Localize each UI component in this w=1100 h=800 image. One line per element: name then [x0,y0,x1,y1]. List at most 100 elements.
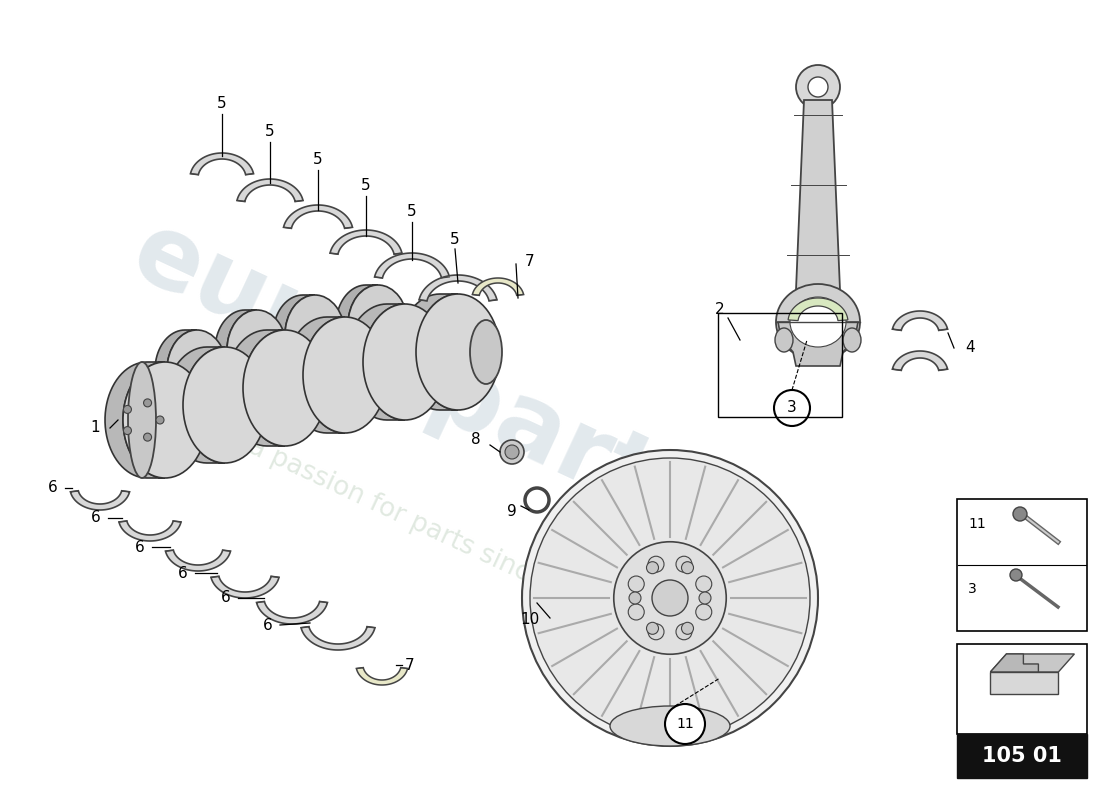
Polygon shape [778,322,858,366]
Polygon shape [160,338,202,372]
Ellipse shape [843,328,861,352]
Ellipse shape [776,328,793,352]
Text: 9: 9 [507,505,517,519]
Circle shape [666,704,705,744]
Circle shape [676,556,692,572]
Circle shape [500,440,524,464]
Polygon shape [356,668,408,685]
Ellipse shape [614,542,726,654]
Circle shape [682,622,693,634]
Text: 5: 5 [450,231,460,246]
Circle shape [123,426,131,434]
Text: 6: 6 [263,618,273,633]
Circle shape [628,604,645,620]
Polygon shape [280,367,320,436]
Polygon shape [285,317,345,433]
Polygon shape [310,303,350,327]
Polygon shape [165,347,226,463]
Polygon shape [280,303,320,340]
FancyBboxPatch shape [957,499,1087,631]
Ellipse shape [776,284,860,360]
Polygon shape [398,294,458,410]
Polygon shape [788,298,848,321]
Text: 8: 8 [471,433,481,447]
Circle shape [696,604,712,620]
Polygon shape [192,402,230,453]
Circle shape [628,576,645,592]
Text: 6: 6 [48,481,58,495]
Polygon shape [190,153,253,174]
Polygon shape [373,293,410,314]
Polygon shape [70,490,130,510]
Text: 11: 11 [968,517,986,531]
Circle shape [698,592,711,604]
Circle shape [696,576,712,592]
Text: 7: 7 [525,254,535,270]
Polygon shape [214,310,257,390]
Text: 5: 5 [217,97,227,111]
Circle shape [629,592,641,604]
Polygon shape [375,253,450,278]
Ellipse shape [123,362,207,478]
Text: 3: 3 [968,582,977,596]
Circle shape [648,556,664,572]
Text: 6: 6 [178,566,188,581]
Ellipse shape [790,297,846,347]
Polygon shape [273,295,315,375]
Text: 11: 11 [676,717,694,731]
Ellipse shape [167,330,227,410]
Circle shape [647,562,659,574]
Polygon shape [192,338,230,357]
Text: 105 01: 105 01 [982,746,1062,766]
Polygon shape [155,330,197,410]
Polygon shape [220,318,262,357]
Text: 2: 2 [715,302,725,318]
Ellipse shape [128,362,156,478]
Ellipse shape [363,304,447,420]
FancyBboxPatch shape [957,734,1087,778]
Circle shape [774,390,810,426]
Text: 6: 6 [221,590,231,606]
Text: euroSparts: euroSparts [117,204,724,556]
Polygon shape [340,293,383,327]
Ellipse shape [243,330,327,446]
Text: 5: 5 [265,125,275,139]
Text: 7: 7 [405,658,415,673]
Circle shape [156,416,164,424]
Circle shape [144,399,152,407]
Text: 1: 1 [90,421,100,435]
Ellipse shape [530,458,810,738]
Circle shape [808,77,828,97]
Circle shape [647,622,659,634]
Text: 4: 4 [965,341,975,355]
Polygon shape [211,576,279,598]
Text: 6: 6 [91,510,101,526]
Ellipse shape [302,317,387,433]
Ellipse shape [522,450,818,746]
Text: 6: 6 [135,539,145,554]
Circle shape [682,562,693,574]
Text: 10: 10 [520,613,540,627]
Polygon shape [252,382,290,436]
Circle shape [123,406,131,414]
Polygon shape [256,602,328,624]
Polygon shape [301,626,375,650]
Ellipse shape [183,347,267,463]
Polygon shape [340,357,383,423]
Polygon shape [236,179,302,202]
Ellipse shape [610,706,730,746]
Polygon shape [796,100,840,290]
Circle shape [144,433,152,441]
Ellipse shape [416,294,500,410]
Polygon shape [892,351,947,370]
Polygon shape [226,330,285,446]
Polygon shape [104,362,165,478]
Ellipse shape [470,320,502,384]
Ellipse shape [227,310,287,390]
Polygon shape [373,357,410,410]
Polygon shape [990,672,1058,694]
Polygon shape [220,382,262,453]
Polygon shape [990,654,1075,672]
Polygon shape [472,278,524,295]
Text: 5: 5 [407,205,417,219]
